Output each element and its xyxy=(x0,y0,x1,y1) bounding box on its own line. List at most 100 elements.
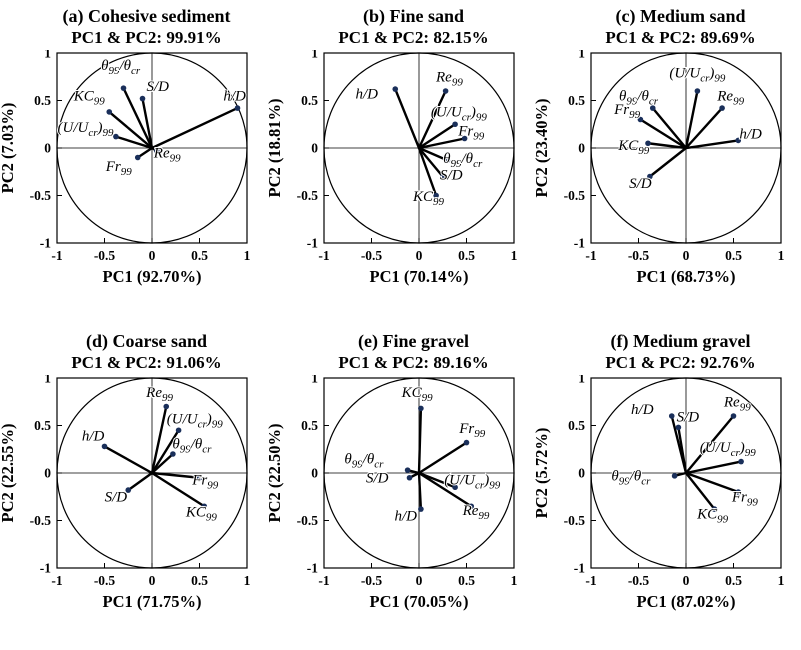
svg-text:S/D: S/D xyxy=(366,471,389,487)
svg-text:-1: -1 xyxy=(574,236,585,251)
svg-text:S/D: S/D xyxy=(146,79,169,95)
chart-title: (c) Medium sand xyxy=(615,6,746,26)
svg-text:Fr99: Fr99 xyxy=(613,102,641,121)
svg-text:0: 0 xyxy=(311,466,318,481)
svg-text:-1: -1 xyxy=(574,561,585,576)
svg-text:(U/Ucr)99: (U/Ucr)99 xyxy=(167,412,224,431)
svg-text:1: 1 xyxy=(511,248,518,263)
svg-text:0: 0 xyxy=(416,573,423,588)
svg-text:h/D: h/D xyxy=(739,127,762,143)
svg-text:-0.5: -0.5 xyxy=(297,188,319,203)
chart-title: (e) Fine gravel xyxy=(358,331,469,351)
svg-text:S/D: S/D xyxy=(440,167,463,183)
svg-text:0: 0 xyxy=(683,248,690,263)
chart-title: (f) Medium gravel xyxy=(610,331,751,351)
svg-text:0: 0 xyxy=(149,573,156,588)
svg-text:S/D: S/D xyxy=(629,176,652,192)
svg-text:Re99: Re99 xyxy=(145,385,173,404)
svg-text:-0.5: -0.5 xyxy=(361,248,383,263)
svg-text:0.5: 0.5 xyxy=(34,418,51,433)
svg-text:0.5: 0.5 xyxy=(34,93,51,108)
svg-text:1: 1 xyxy=(578,375,585,386)
pca-biplot-e: -1 -0.5 0 0.5 1 1 0.5 0 -0.5 -1 PC1 (70.05%) PC2 (2… xyxy=(267,375,518,611)
panel-fine-gravel: (e) Fine gravel PC1 & PC2: 89.16% -1 -0.5… xyxy=(267,325,534,650)
svg-text:PC2 (18.81%): PC2 (18.81%) xyxy=(267,99,284,198)
svg-text:h/D: h/D xyxy=(223,89,246,105)
svg-text:-1: -1 xyxy=(318,573,329,588)
svg-text:0.5: 0.5 xyxy=(458,573,475,588)
svg-text:0: 0 xyxy=(44,141,51,156)
svg-text:S/D: S/D xyxy=(105,490,128,506)
svg-text:-1: -1 xyxy=(318,248,329,263)
svg-text:θ99/θcr: θ99/θcr xyxy=(101,58,141,77)
svg-text:h/D: h/D xyxy=(82,429,105,445)
svg-text:0.5: 0.5 xyxy=(191,573,208,588)
svg-text:-0.5: -0.5 xyxy=(628,248,650,263)
svg-text:-1: -1 xyxy=(40,561,51,576)
panel-medium-gravel: (f) Medium gravel PC1 & PC2: 92.76% -1 -0… xyxy=(534,325,801,650)
chart-title: (b) Fine sand xyxy=(362,6,465,26)
chart-subtitle: PC1 & PC2: 89.16% xyxy=(338,353,489,372)
svg-text:0: 0 xyxy=(416,248,423,263)
pca-biplot-f: -1 -0.5 0 0.5 1 1 0.5 0 -0.5 -1 PC1 (87.02%) PC2 (5… xyxy=(534,375,785,611)
svg-text:-0.5: -0.5 xyxy=(564,188,586,203)
chart-subtitle: PC1 & PC2: 99.91% xyxy=(71,28,222,47)
svg-text:0: 0 xyxy=(683,573,690,588)
svg-text:KC99: KC99 xyxy=(617,138,650,157)
svg-text:(U/Ucr)99: (U/Ucr)99 xyxy=(669,66,726,85)
svg-text:(U/Ucr)99: (U/Ucr)99 xyxy=(700,440,757,459)
pca-biplot-a: -1 -0.5 0 0.5 1 1 0.5 0 -0.5 -1 PC1 (92.70%) PC2 (7… xyxy=(0,50,251,286)
svg-text:Fr99: Fr99 xyxy=(191,472,219,491)
pca-biplot-c: -1 -0.5 0 0.5 1 1 0.5 0 -0.5 -1 PC1 (68.73%) PC2 (2… xyxy=(534,50,785,286)
svg-text:PC2 (22.50%): PC2 (22.50%) xyxy=(267,424,284,523)
svg-text:(U/Ucr)99: (U/Ucr)99 xyxy=(431,105,488,124)
svg-text:-1: -1 xyxy=(307,236,318,251)
svg-text:0: 0 xyxy=(44,466,51,481)
svg-text:(U/Ucr)99: (U/Ucr)99 xyxy=(444,472,501,491)
svg-text:Re99: Re99 xyxy=(153,146,181,165)
svg-text:-0.5: -0.5 xyxy=(30,513,52,528)
svg-text:PC1 (68.73%): PC1 (68.73%) xyxy=(637,267,736,286)
chart-title: (a) Cohesive sediment xyxy=(62,6,231,26)
pca-biplot-b: -1 -0.5 0 0.5 1 1 0.5 0 -0.5 -1 PC1 (70.14%) PC2 (1… xyxy=(267,50,518,286)
svg-text:-1: -1 xyxy=(51,248,62,263)
svg-text:PC1 (71.75%): PC1 (71.75%) xyxy=(103,592,202,611)
chart-title: (d) Coarse sand xyxy=(85,331,207,351)
svg-text:PC1 (70.14%): PC1 (70.14%) xyxy=(370,267,469,286)
svg-text:Fr99: Fr99 xyxy=(105,159,133,178)
svg-text:KC99: KC99 xyxy=(412,189,445,208)
svg-text:-0.5: -0.5 xyxy=(30,188,52,203)
svg-text:0.5: 0.5 xyxy=(301,93,318,108)
svg-text:PC2 (23.40%): PC2 (23.40%) xyxy=(534,99,551,198)
svg-text:0.5: 0.5 xyxy=(191,248,208,263)
svg-text:S/D: S/D xyxy=(677,410,700,426)
svg-text:-0.5: -0.5 xyxy=(297,513,319,528)
svg-text:h/D: h/D xyxy=(394,509,417,525)
svg-text:θ99/θcr: θ99/θcr xyxy=(619,89,659,108)
svg-text:0.5: 0.5 xyxy=(458,248,475,263)
svg-text:-0.5: -0.5 xyxy=(94,248,116,263)
svg-text:PC2 (22.55%): PC2 (22.55%) xyxy=(0,424,17,523)
svg-text:0.5: 0.5 xyxy=(568,93,585,108)
svg-text:PC1 (92.70%): PC1 (92.70%) xyxy=(103,267,202,286)
svg-text:θ99/θcr: θ99/θcr xyxy=(611,469,651,488)
svg-text:-1: -1 xyxy=(40,236,51,251)
svg-text:PC2 (5.72%): PC2 (5.72%) xyxy=(534,428,551,519)
svg-text:Fr99: Fr99 xyxy=(457,124,485,143)
svg-text:0.5: 0.5 xyxy=(568,418,585,433)
svg-text:PC1 (87.02%): PC1 (87.02%) xyxy=(637,592,736,611)
svg-text:1: 1 xyxy=(511,573,518,588)
svg-text:0.5: 0.5 xyxy=(725,573,742,588)
svg-text:KC99: KC99 xyxy=(401,385,434,404)
svg-text:0: 0 xyxy=(311,141,318,156)
svg-text:0.5: 0.5 xyxy=(725,248,742,263)
svg-text:0: 0 xyxy=(578,141,585,156)
svg-text:-0.5: -0.5 xyxy=(361,573,383,588)
svg-text:-0.5: -0.5 xyxy=(94,573,116,588)
svg-text:0.5: 0.5 xyxy=(301,418,318,433)
panel-fine-sand: (b) Fine sand PC1 & PC2: 82.15% -1 -0.5 0 0… xyxy=(267,0,534,325)
svg-text:Re99: Re99 xyxy=(723,395,751,414)
svg-text:1: 1 xyxy=(44,375,51,386)
svg-text:1: 1 xyxy=(244,573,251,588)
svg-text:Re99: Re99 xyxy=(435,70,463,89)
